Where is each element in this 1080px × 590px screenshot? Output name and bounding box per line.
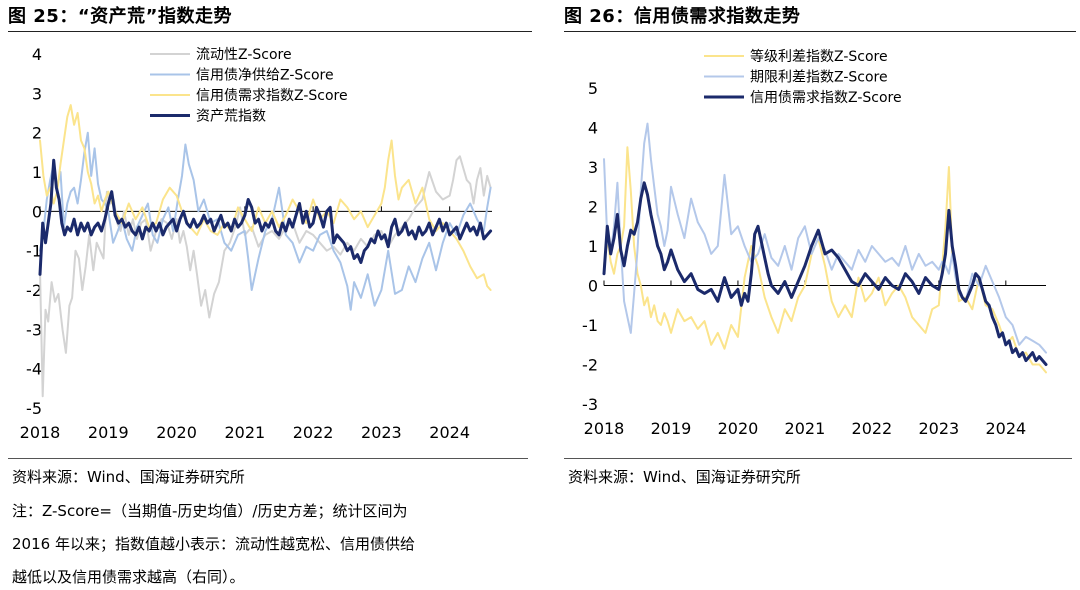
y-tick-label: -3 xyxy=(26,320,42,339)
x-tick-label: 2024 xyxy=(429,423,470,442)
figure-26-footer-rule xyxy=(564,458,1072,459)
y-tick-label: 2 xyxy=(32,124,42,143)
figure-25-note-line-3: 越低以及信用债需求越高（右同）。 xyxy=(12,568,245,586)
series-line-1 xyxy=(603,122,1047,354)
x-tick-label: 2019 xyxy=(651,419,692,438)
y-tick-label: 1 xyxy=(32,163,42,182)
x-tick-label: 2021 xyxy=(224,423,265,442)
x-tick-label: 2023 xyxy=(361,423,402,442)
y-tick-label: -1 xyxy=(26,242,42,261)
legend-label: 资产荒指数 xyxy=(196,109,266,125)
y-tick-label: 0 xyxy=(32,202,42,221)
legend-label: 流动性Z-Score xyxy=(196,47,292,63)
figure-25-footer-rule xyxy=(8,458,528,459)
y-tick-label: 4 xyxy=(32,45,42,64)
y-tick-label: 4 xyxy=(588,119,598,138)
y-tick-label: -4 xyxy=(26,360,42,379)
y-tick-label: 3 xyxy=(32,84,42,103)
figure-25-source: 资料来源：Wind、国海证券研究所 xyxy=(12,468,245,486)
y-tick-label: 2 xyxy=(588,198,598,217)
y-tick-label: 5 xyxy=(588,79,598,98)
legend-label: 信用债净供给Z-Score xyxy=(196,68,334,84)
legend-label: 等级利差指数Z-Score xyxy=(750,48,888,65)
figure-25-chart: 4 3 2 1 0 -1 -2 -3 -4 -5 2018 2019 2020 2021 2022 2023 2… xyxy=(20,45,493,442)
x-tick-label: 2022 xyxy=(293,423,334,442)
x-tick-label: 2022 xyxy=(852,419,893,438)
legend-label: 期限利差指数Z-Score xyxy=(750,70,888,86)
x-tick-label: 2019 xyxy=(88,423,129,442)
x-tick-label: 2018 xyxy=(20,423,61,442)
y-tick-label: -1 xyxy=(582,316,598,335)
x-tick-label: 2018 xyxy=(584,419,625,438)
y-tick-label: 0 xyxy=(588,277,598,296)
x-tick-label: 2021 xyxy=(785,419,826,438)
figure-25-title: 图 25：“资产荒”指数走势 xyxy=(8,6,232,27)
series-line-3 xyxy=(38,158,493,276)
series-line-0 xyxy=(603,146,1047,374)
figure-25-note-line-2: 2016 年以来；指数值越小表示：流动性越宽松、信用债供给 xyxy=(12,535,415,553)
x-tick-label: 2024 xyxy=(985,419,1026,438)
figure-26-title: 图 26：信用债需求指数走势 xyxy=(564,6,801,27)
y-tick-label: -5 xyxy=(26,399,42,418)
figure-26-source: 资料来源：Wind、国海证券研究所 xyxy=(568,468,801,486)
legend-label: 信用债需求指数Z-Score xyxy=(196,88,348,104)
series-line-1 xyxy=(39,131,492,311)
figure-26-title-rule xyxy=(564,31,1076,32)
series-line-2 xyxy=(602,181,1048,366)
y-tick-label: -2 xyxy=(582,356,598,375)
legend-label: 信用债需求指数Z-Score xyxy=(750,90,902,106)
x-tick-label: 2020 xyxy=(718,419,759,438)
series-line-2 xyxy=(39,104,492,291)
figure-25-title-rule xyxy=(8,31,532,32)
y-tick-label: 3 xyxy=(588,158,598,177)
y-tick-label: 1 xyxy=(588,237,598,256)
figure-26-chart: 5 4 3 2 1 0 -1 -2 -3 2018 2019 2020 2021 2022 2023 2024… xyxy=(582,48,1048,438)
y-tick-label: -2 xyxy=(26,281,42,300)
series-line-0 xyxy=(39,155,492,398)
x-tick-label: 2023 xyxy=(918,419,959,438)
figure-25-note-line-1: 注：Z-Score=（当期值-历史均值）/历史方差；统计区间为 xyxy=(12,502,408,520)
x-tick-label: 2020 xyxy=(156,423,197,442)
y-tick-label: -3 xyxy=(582,395,598,414)
